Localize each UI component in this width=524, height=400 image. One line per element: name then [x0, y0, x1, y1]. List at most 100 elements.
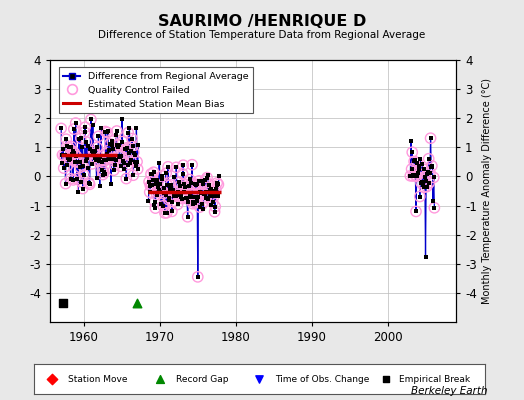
- Point: [408, 149, 417, 156]
- Point: [190, 194, 198, 200]
- Point: [186, 191, 194, 198]
- Point: [180, 181, 189, 187]
- Point: [195, 178, 203, 184]
- Text: Berkeley Earth: Berkeley Earth: [411, 386, 487, 396]
- Point: [79, 185, 87, 192]
- Point: [189, 198, 198, 205]
- Point: [179, 162, 188, 168]
- Point: [413, 159, 421, 166]
- Point: [68, 148, 77, 154]
- Point: [174, 188, 182, 195]
- Point: [108, 138, 116, 144]
- Point: [189, 200, 197, 207]
- Point: [163, 182, 172, 188]
- Point: [126, 157, 135, 163]
- Point: [171, 193, 180, 200]
- Point: [162, 210, 171, 216]
- Point: [75, 159, 84, 165]
- Point: [61, 152, 69, 159]
- Point: [202, 188, 210, 195]
- Point: [212, 186, 220, 192]
- Point: [166, 186, 174, 192]
- Point: [123, 144, 131, 151]
- Legend: Difference from Regional Average, Quality Control Failed, Estimated Station Mean: Difference from Regional Average, Qualit…: [59, 67, 253, 113]
- Point: [201, 177, 209, 183]
- Point: [115, 152, 124, 159]
- Point: [70, 150, 79, 156]
- Point: [115, 142, 123, 148]
- Point: [195, 178, 203, 184]
- Point: [187, 193, 195, 200]
- Point: [77, 135, 85, 142]
- Point: [415, 166, 423, 172]
- Point: [124, 130, 133, 136]
- Point: [429, 198, 438, 204]
- Point: [88, 148, 96, 154]
- Point: [88, 161, 96, 167]
- Point: [182, 195, 190, 202]
- Point: [126, 160, 134, 166]
- Point: [103, 150, 111, 157]
- Point: [182, 195, 190, 202]
- Point: [185, 182, 193, 189]
- Point: [91, 154, 100, 161]
- Point: [172, 164, 180, 170]
- Point: [165, 194, 173, 201]
- Point: [68, 148, 77, 154]
- Point: [91, 154, 100, 161]
- Point: [146, 182, 155, 189]
- Point: [116, 163, 125, 170]
- Point: [147, 182, 156, 188]
- Point: [57, 125, 66, 132]
- Point: [129, 172, 137, 178]
- Point: [417, 180, 425, 186]
- Point: [63, 162, 72, 169]
- Point: [175, 179, 183, 186]
- Point: [61, 180, 70, 187]
- Point: [75, 159, 84, 165]
- Point: [104, 156, 113, 162]
- Point: [188, 162, 196, 168]
- Point: [123, 162, 132, 168]
- Point: [196, 189, 204, 195]
- Point: [73, 176, 81, 182]
- Point: [99, 171, 107, 178]
- Point: [427, 135, 435, 141]
- Point: [193, 181, 201, 188]
- Point: [94, 133, 103, 140]
- Point: [101, 128, 110, 135]
- Point: [90, 151, 98, 157]
- Point: [110, 167, 118, 174]
- Point: [152, 181, 160, 188]
- Point: [112, 132, 121, 138]
- Point: [413, 159, 421, 166]
- Point: [410, 158, 418, 165]
- Point: [90, 151, 98, 157]
- Point: [190, 181, 199, 188]
- Point: [59, 146, 67, 152]
- Point: [129, 172, 137, 178]
- Point: [118, 138, 127, 145]
- Point: [77, 179, 85, 185]
- Point: [102, 157, 110, 163]
- Point: [119, 158, 127, 164]
- Point: [85, 181, 94, 188]
- Point: [58, 152, 67, 158]
- Point: [68, 150, 76, 157]
- Point: [100, 169, 108, 176]
- Point: [100, 157, 108, 164]
- Point: [70, 126, 78, 132]
- Point: [96, 154, 105, 160]
- Point: [160, 185, 168, 192]
- Text: Time of Obs. Change: Time of Obs. Change: [275, 374, 369, 384]
- Point: [80, 129, 89, 135]
- Point: [110, 167, 118, 174]
- Point: [423, 171, 432, 178]
- Point: [198, 201, 206, 208]
- Point: [110, 156, 118, 162]
- Point: [63, 162, 72, 169]
- Point: [208, 188, 216, 194]
- Point: [419, 166, 428, 172]
- Point: [133, 158, 141, 165]
- Point: [180, 181, 189, 187]
